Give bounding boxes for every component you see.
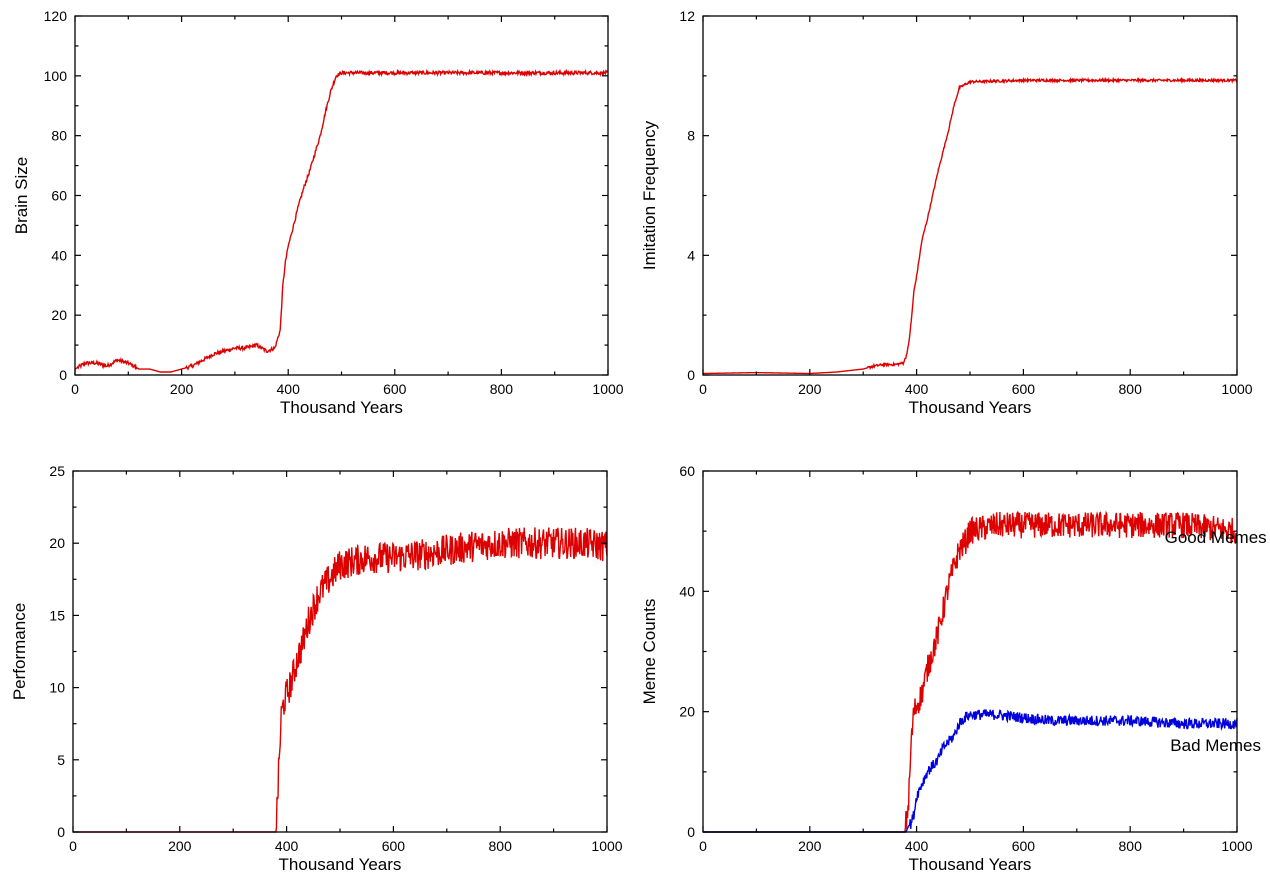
x-tick-label: 0 bbox=[699, 381, 707, 397]
x-axis-label: Thousand Years bbox=[280, 398, 403, 417]
x-axis-label: Thousand Years bbox=[909, 398, 1032, 417]
plot-frame bbox=[702, 15, 1238, 376]
y-tick-label: 20 bbox=[51, 307, 67, 323]
y-tick-label: 0 bbox=[59, 367, 67, 383]
y-axis-label: Imitation Frequency bbox=[640, 120, 659, 270]
y-tick-label: 40 bbox=[679, 583, 695, 599]
bad-memes-line bbox=[703, 709, 1238, 833]
y-tick-label: 60 bbox=[679, 463, 695, 479]
x-tick-label: 200 bbox=[798, 381, 822, 397]
x-tick-label: 1000 bbox=[1221, 838, 1252, 854]
x-tick-label: 800 bbox=[489, 838, 513, 854]
good-memes-line bbox=[703, 510, 1238, 833]
y-tick-label: 5 bbox=[57, 752, 65, 768]
y-tick-label: 25 bbox=[49, 463, 65, 479]
y-tick-label: 0 bbox=[687, 824, 695, 840]
y-tick-label: 20 bbox=[679, 704, 695, 720]
x-tick-label: 1000 bbox=[591, 838, 622, 854]
y-tick-label: 20 bbox=[49, 535, 65, 551]
plot-frame bbox=[74, 15, 609, 376]
x-tick-label: 0 bbox=[699, 838, 707, 854]
x-tick-label: 800 bbox=[1119, 838, 1143, 854]
x-tick-label: 800 bbox=[1119, 381, 1143, 397]
y-tick-label: 0 bbox=[687, 367, 695, 383]
y-tick-label: 40 bbox=[51, 247, 67, 263]
x-tick-label: 600 bbox=[383, 381, 407, 397]
y-tick-label: 120 bbox=[44, 8, 68, 24]
y-tick-label: 15 bbox=[49, 607, 65, 623]
y-axis-label: Performance bbox=[10, 603, 29, 700]
chart-panel-4: 0 200 400 600 800 1000 0 20 40 60 Thousand Years Me… bbox=[640, 463, 1267, 874]
chart-panel-3: 0 200 400 600 800 1000 0 5 10 15 20 25 Thousand Year… bbox=[10, 463, 623, 874]
series-1-line bbox=[73, 527, 608, 833]
y-axis-label: Brain Size bbox=[12, 157, 31, 234]
x-tick-label: 600 bbox=[1012, 838, 1036, 854]
x-tick-label: 0 bbox=[71, 381, 79, 397]
chart-panel-1: 0 200 400 600 800 1000 0 20 40 60 80 100 120 Thousand… bbox=[12, 8, 624, 417]
x-tick-label: 0 bbox=[69, 838, 77, 854]
chart-panel-2: 0 200 400 600 800 1000 0 4 8 12 Thousand Years Imit… bbox=[640, 8, 1253, 417]
y-tick-label: 0 bbox=[57, 824, 65, 840]
y-axis-label: Meme Counts bbox=[640, 599, 659, 705]
x-tick-label: 1000 bbox=[1221, 381, 1252, 397]
x-tick-label: 800 bbox=[490, 381, 514, 397]
x-tick-label: 400 bbox=[277, 381, 301, 397]
y-tick-label: 4 bbox=[687, 247, 695, 263]
x-tick-label: 200 bbox=[168, 838, 192, 854]
x-tick-label: 200 bbox=[170, 381, 194, 397]
y-tick-label: 100 bbox=[44, 68, 68, 84]
y-tick-label: 12 bbox=[679, 8, 695, 24]
x-tick-label: 600 bbox=[1012, 381, 1036, 397]
x-tick-label: 400 bbox=[905, 381, 929, 397]
plot-frame bbox=[72, 470, 608, 833]
annotation-bad-memes: Bad Memes bbox=[1170, 736, 1261, 755]
y-tick-label: 8 bbox=[687, 128, 695, 144]
x-tick-label: 600 bbox=[382, 838, 406, 854]
x-tick-label: 1000 bbox=[592, 381, 623, 397]
x-axis-label: Thousand Years bbox=[279, 855, 402, 874]
series-1-line bbox=[703, 76, 1238, 375]
y-tick-label: 10 bbox=[49, 680, 65, 696]
annotation-good-memes: Good Memes bbox=[1165, 528, 1267, 547]
x-tick-label: 400 bbox=[275, 838, 299, 854]
x-tick-label: 200 bbox=[798, 838, 822, 854]
y-tick-label: 60 bbox=[51, 188, 67, 204]
x-axis-label: Thousand Years bbox=[909, 855, 1032, 874]
y-tick-label: 80 bbox=[51, 128, 67, 144]
x-tick-label: 400 bbox=[905, 838, 929, 854]
series-1-line bbox=[74, 68, 609, 373]
